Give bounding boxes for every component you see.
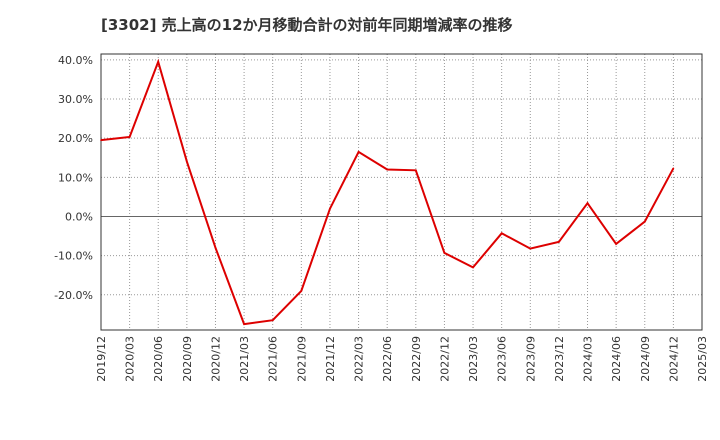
x-tick-label: 2021/09 — [295, 336, 308, 382]
axis-layer — [100, 53, 703, 331]
x-tick-label: 2019/12 — [95, 336, 108, 382]
data-point — [271, 319, 274, 322]
x-tick-label: 2020/09 — [181, 336, 194, 382]
x-tick-label: 2023/03 — [467, 336, 480, 382]
data-point — [300, 290, 303, 292]
y-tick-label: 0.0% — [65, 210, 93, 223]
data-point — [100, 139, 102, 141]
x-tick-label: 2020/06 — [152, 336, 165, 382]
x-tick-label: 2024/12 — [667, 336, 680, 382]
y-tick-label: 10.0% — [58, 171, 93, 184]
data-point — [357, 151, 360, 153]
data-point — [329, 207, 331, 210]
x-tick-label: 2023/12 — [553, 336, 566, 382]
y-tick-label: 30.0% — [58, 93, 93, 106]
x-tick-label: 2021/03 — [238, 336, 251, 382]
data-point — [415, 169, 417, 172]
x-tick-label: 2024/09 — [639, 336, 652, 382]
x-tick-label: 2022/12 — [438, 336, 451, 382]
x-tick-label: 2022/03 — [353, 336, 366, 382]
data-point — [243, 323, 245, 325]
y-tick-label: 40.0% — [58, 54, 93, 67]
y-tick-label: 20.0% — [58, 132, 93, 145]
grid-layer — [100, 54, 703, 330]
x-tick-label: 2023/06 — [496, 336, 509, 382]
x-tick-label: 2020/12 — [209, 336, 222, 382]
data-point — [586, 202, 589, 204]
data-point — [529, 247, 532, 250]
y-tick-label: -20.0% — [54, 289, 93, 302]
data-point — [472, 266, 474, 269]
data-point — [386, 168, 388, 171]
data-point — [672, 167, 675, 170]
data-point — [615, 243, 617, 245]
x-tick-label: 2023/09 — [524, 336, 537, 382]
x-tick-label: 2021/06 — [267, 336, 280, 382]
label-layer: 40.0% 30.0% 20.0% 10.0% 0.0% -10.0% -20.0% 2019… — [54, 54, 709, 382]
x-tick-label: 2021/12 — [324, 336, 337, 382]
plot-frame — [100, 53, 703, 331]
data-point — [443, 252, 446, 254]
y-tick-label: -10.0% — [54, 250, 93, 263]
x-tick-label: 2024/06 — [610, 336, 623, 382]
x-tick-label: 2020/03 — [124, 336, 137, 382]
chart-title: [3302] 売上高の12か月移動合計の対前年同期増減率の推移 — [101, 16, 513, 34]
x-tick-label: 2024/03 — [582, 336, 595, 382]
x-tick-label: 2025/03 — [696, 336, 709, 382]
data-point — [214, 246, 217, 249]
data-point — [500, 232, 503, 235]
data-point — [643, 220, 646, 223]
data-point — [157, 61, 160, 63]
x-tick-label: 2022/06 — [381, 336, 394, 382]
data-point — [128, 136, 131, 138]
x-tick-label: 2022/09 — [410, 336, 423, 382]
data-point — [186, 160, 188, 163]
data-point — [558, 241, 560, 243]
series-layer — [100, 58, 675, 326]
